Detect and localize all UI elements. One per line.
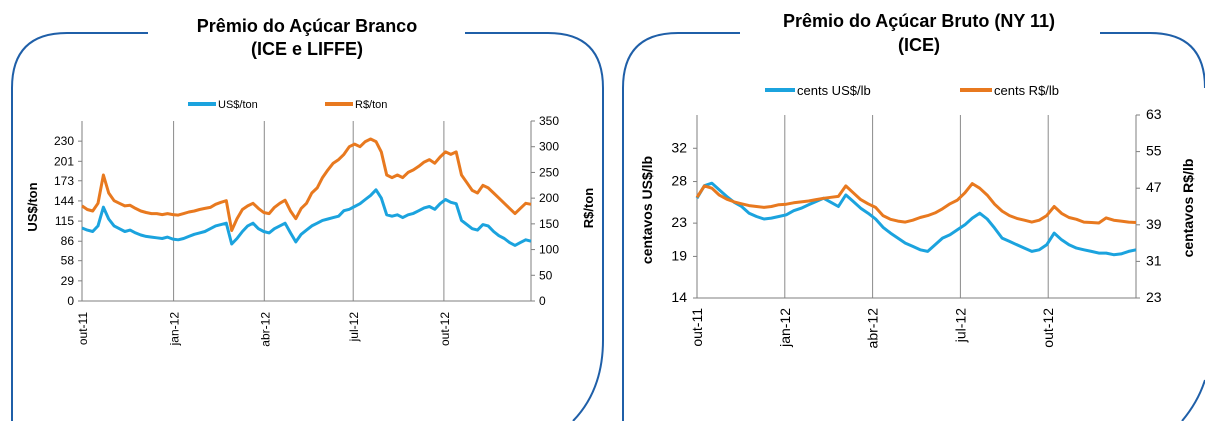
x-tick-label: out-12 (438, 312, 452, 346)
chart1-y-axis-label: US$/ton (25, 182, 40, 231)
y2-tick-label: 63 (1146, 106, 1162, 122)
x-tick-label: abr-12 (258, 312, 272, 347)
y2-tick-label: 39 (1146, 216, 1162, 232)
y2-tick-label: 250 (539, 165, 559, 179)
y-tick-label: 201 (54, 154, 74, 168)
y2-tick-label: 47 (1146, 179, 1162, 195)
x-tick-label: jul-12 (347, 312, 361, 343)
chart1-title-line1: Prêmio do Açúcar Branco (197, 16, 417, 36)
y-tick-label: 86 (61, 234, 75, 248)
y2-tick-label: 200 (539, 191, 559, 205)
y-tick-label: 230 (54, 134, 74, 148)
chart2-y2-axis-label: centavos R$/lb (1180, 159, 1196, 258)
y2-tick-label: 300 (539, 140, 559, 154)
chart2-series-usd-line (695, 181, 1137, 257)
chart-white-sugar-premium: Prêmio do Açúcar Branco (ICE e LIFFE) US… (11, 16, 604, 421)
x-tick-label: abr-12 (865, 308, 881, 349)
x-tick-label: jul-12 (952, 308, 968, 343)
frame-right-chart-corner (1181, 379, 1205, 421)
y-tick-label: 144 (54, 194, 74, 208)
chart1-right-tick-labels: 0 50 100 150 200 250 300 350 (531, 114, 559, 308)
frame-right-chart (622, 32, 1205, 421)
x-tick-label: out-12 (1040, 308, 1056, 348)
chart1-series-brl-line (81, 137, 532, 232)
chart-raw-sugar-premium: Prêmio do Açúcar Bruto (NY 11) (ICE) cen… (622, 11, 1205, 421)
x-tick-label: jan-12 (168, 312, 182, 347)
chart1-legend-brl-label: R$/ton (355, 99, 387, 111)
chart2-right-tick-labels: 23 31 39 47 55 63 (1136, 106, 1162, 305)
y2-tick-label: 350 (539, 114, 559, 128)
chart1-title-line2: (ICE e LIFFE) (251, 39, 363, 59)
chart2-x-tick-labels: out-11 jan-12 abr-12 jul-12 out-12 (689, 308, 1056, 349)
y2-tick-label: 50 (539, 268, 553, 282)
chart1-gridlines (173, 121, 445, 301)
chart2-left-tick-labels: 14 19 23 28 32 (671, 139, 697, 305)
chart1-legend-usd-label: US$/ton (218, 99, 258, 111)
y-tick-label: 58 (61, 254, 75, 268)
chart2-title-line2: (ICE) (898, 35, 940, 55)
x-tick-label: out-11 (689, 308, 705, 347)
x-tick-label: out-11 (76, 312, 90, 345)
y2-tick-label: 23 (1146, 289, 1162, 305)
frame-left-chart (11, 32, 604, 421)
y2-tick-label: 0 (539, 294, 546, 308)
y2-tick-label: 55 (1146, 143, 1162, 159)
y-tick-label: 28 (671, 173, 687, 189)
chart1-left-tick-labels: 0 29 58 86 115 144 173 201 230 (54, 134, 82, 308)
chart2-legend-brl-label: cents R$/lb (994, 83, 1059, 98)
y-tick-label: 14 (671, 289, 687, 305)
y-tick-label: 32 (671, 139, 687, 155)
chart2-gridlines (784, 115, 1049, 298)
x-tick-label: jan-12 (777, 308, 793, 348)
y-tick-label: 115 (55, 214, 74, 228)
chart2-title-line1: Prêmio do Açúcar Bruto (NY 11) (783, 11, 1055, 31)
chart1-series-usd-line (81, 188, 532, 247)
y-tick-label: 19 (671, 247, 687, 263)
chart2-legend-usd-label: cents US$/lb (797, 83, 871, 98)
y2-tick-label: 150 (539, 217, 559, 231)
y2-tick-label: 100 (539, 243, 559, 257)
y-tick-label: 0 (67, 294, 74, 308)
y-tick-label: 23 (671, 214, 687, 230)
chart2-series-brl-line (695, 182, 1137, 225)
chart2-y-axis-label: centavos US$/lb (639, 156, 655, 264)
y2-tick-label: 31 (1146, 252, 1162, 268)
y-tick-label: 29 (61, 274, 75, 288)
chart1-x-tick-labels: out-11 jan-12 abr-12 jul-12 out-12 (76, 312, 452, 347)
chart1-y2-axis-label: R$/ton (581, 188, 596, 229)
y-tick-label: 173 (54, 174, 74, 188)
